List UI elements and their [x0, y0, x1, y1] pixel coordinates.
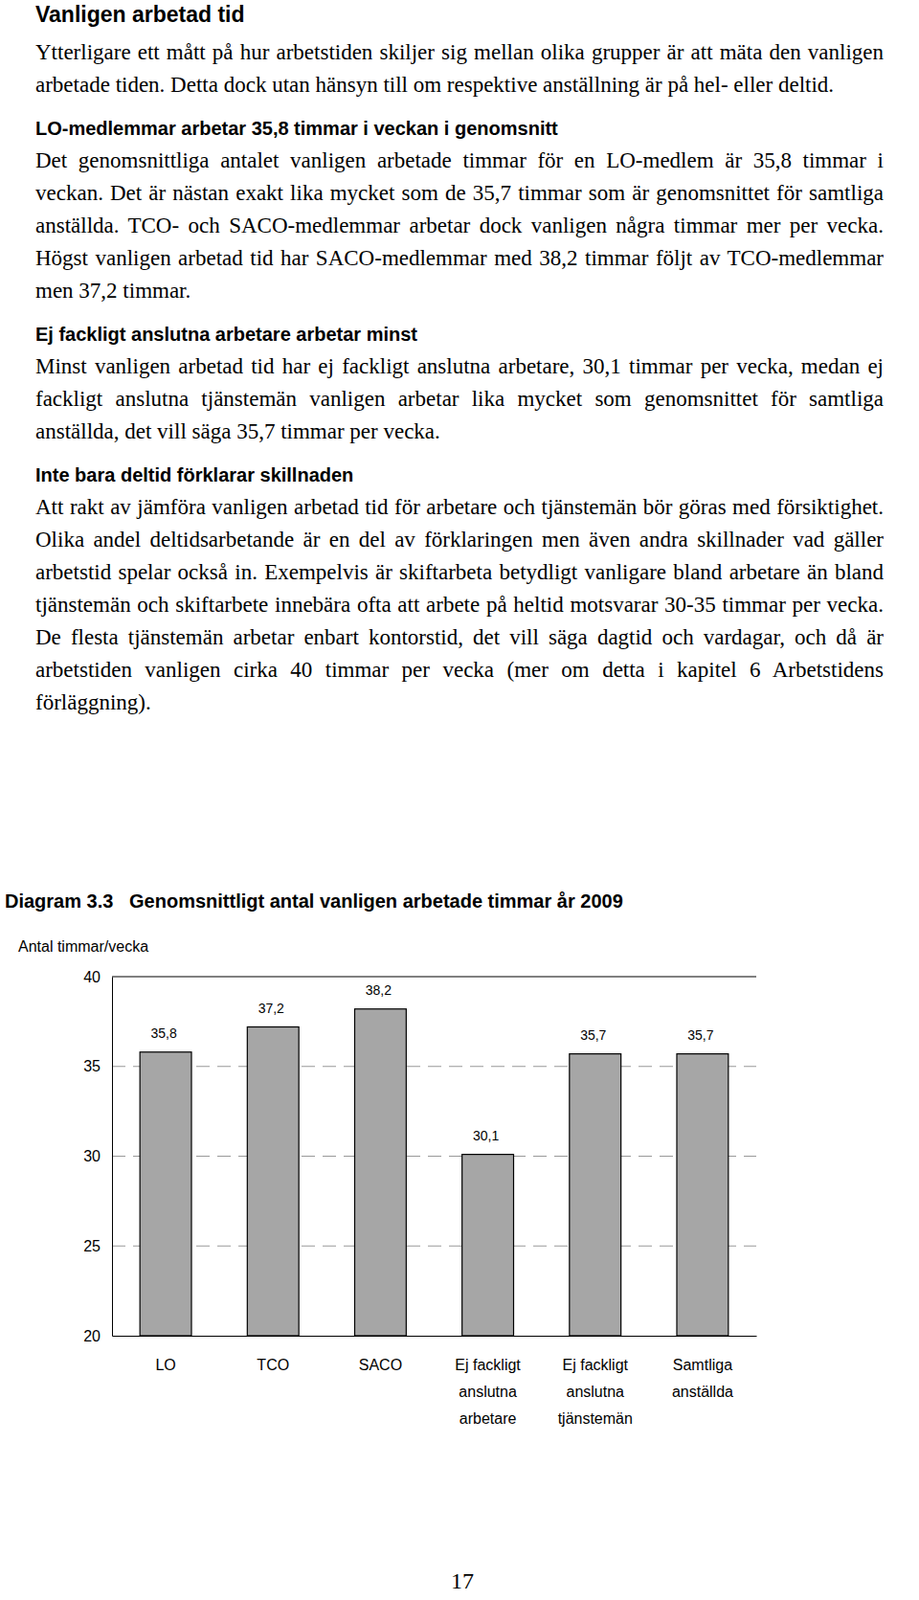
data-label: 30,1	[472, 1127, 499, 1144]
x-tick-label: TCO	[256, 1356, 290, 1373]
x-tick-label: Ej fackligt anslutna arbetare	[454, 1356, 521, 1427]
data-label: 35,7	[580, 1027, 606, 1043]
page: Diagram 3.3 Genomsnittligt antal vanlige…	[0, 0, 919, 1600]
y-tick-label: 30	[83, 1147, 101, 1165]
subheading: LO-medlemmar arbetar 35,8 timmar i vecka…	[35, 112, 884, 145]
y-tick-label: 20	[83, 1327, 101, 1345]
y-tick-label: 35	[83, 1057, 101, 1075]
data-labels: 35,8 37,2 38,2 30,1 35,7 35,7	[150, 982, 714, 1144]
bar	[462, 1154, 515, 1336]
x-tick: SACO	[358, 1335, 403, 1373]
x-axis-line	[112, 1335, 758, 1337]
data-label: 35,7	[687, 1027, 714, 1043]
chart: Diagram 3.3 Genomsnittligt antal vanlige…	[0, 0, 919, 1600]
x-tick-label: SACO	[358, 1356, 403, 1373]
paragraph: Det genomsnittliga antalet vanligen arbe…	[35, 144, 884, 308]
x-tick-label: Samtliga anställda	[672, 1356, 734, 1400]
heading: Vanligen arbetad tid	[35, 1, 246, 28]
bar	[354, 1008, 406, 1336]
x-tick: LO	[155, 1335, 176, 1373]
x-tick-label-line: Ej fackligt	[562, 1356, 629, 1373]
subheading: Inte bara deltid förklarar skillnaden	[35, 458, 884, 492]
data-label: 38,2	[365, 982, 392, 998]
paragraph: Att rakt av jämföra vanligen arbetad tid…	[35, 491, 884, 719]
x-tick-label-line: Samtliga	[672, 1356, 733, 1373]
x-tick-label: Ej fackligt anslutna tjänstemän	[558, 1356, 633, 1427]
grid-line	[112, 1155, 757, 1157]
x-tick-label-line: Ej fackligt	[454, 1356, 521, 1373]
y-axis-line	[112, 977, 113, 1337]
bar	[246, 1027, 299, 1337]
y-tick: 30	[83, 1147, 113, 1165]
page-number: 17	[0, 1568, 919, 1594]
grid	[112, 976, 757, 1246]
data-label: 37,2	[258, 1000, 285, 1016]
paragraph: Ytterligare ett mått på hur arbetstiden …	[35, 36, 884, 102]
x-tick: TCO	[256, 1335, 290, 1373]
grid-line	[112, 1065, 757, 1067]
bar	[569, 1053, 622, 1336]
x-tick: Samtliga anställda	[672, 1335, 734, 1400]
y-axis-title: Antal timmar/vecka	[18, 938, 149, 955]
x-tick-label-line: arbetare	[459, 1410, 517, 1427]
x-tick-label-line: anslutna	[458, 1383, 517, 1400]
x-tick-label-line: anslutna	[566, 1383, 626, 1400]
x-tick-label-line: SACO	[358, 1356, 403, 1373]
paragraph: Minst vanligen arbetad tid har ej fackli…	[35, 350, 884, 449]
bar	[139, 1052, 192, 1336]
x-tick-label-line: anställda	[672, 1383, 734, 1400]
x-tick: Ej fackligt anslutna tjänstemän	[558, 1335, 633, 1427]
body: Ytterligare ett mått på hur arbetstiden …	[35, 36, 884, 719]
x-tick-label: LO	[155, 1356, 176, 1373]
y-tick: 40	[83, 968, 113, 986]
x-tick-label-line: TCO	[256, 1356, 290, 1373]
chart-title: Diagram 3.3 Genomsnittligt antal vanlige…	[4, 890, 624, 912]
y-tick: 25	[83, 1237, 113, 1255]
y-tick-label: 25	[83, 1237, 101, 1255]
y-axis: 20 25 30 35 40	[83, 968, 113, 1345]
grid-line	[112, 1245, 757, 1247]
y-tick: 20	[83, 1327, 113, 1345]
data-label: 35,8	[150, 1025, 177, 1041]
bars	[139, 1008, 729, 1336]
y-tick: 35	[83, 1057, 113, 1075]
x-tick-label-line: LO	[155, 1356, 176, 1373]
subheading: Ej fackligt anslutna arbetare arbetar mi…	[35, 317, 884, 351]
bar	[676, 1053, 729, 1336]
x-axis: LOTCOSACOEj fackligtanslutnaarbetareEj f…	[112, 1335, 758, 1427]
x-tick: Ej fackligt anslutna arbetare	[454, 1335, 521, 1427]
grid-line	[112, 976, 757, 978]
x-tick-label-line: tjänstemän	[558, 1410, 633, 1427]
y-tick-label: 40	[83, 968, 101, 986]
